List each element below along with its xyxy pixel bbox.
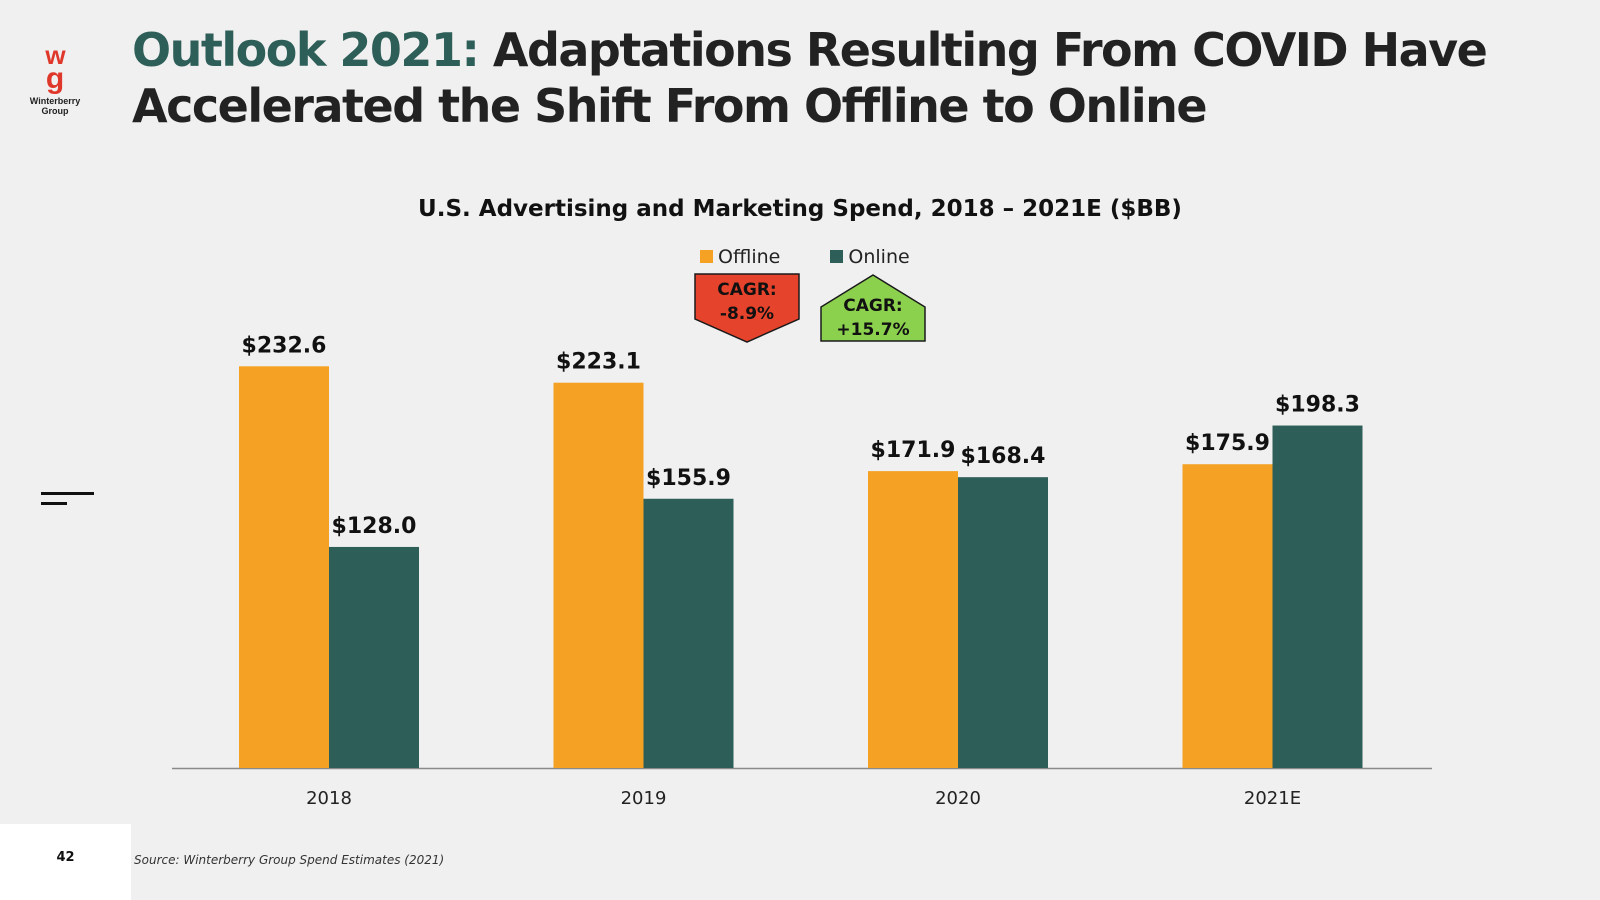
x-tick-label-2021e: 2021E	[1244, 788, 1301, 809]
page-title: Outlook 2021: Adaptations Resulting From…	[132, 22, 1572, 134]
source-note: Source: Winterberry Group Spend Estimate…	[134, 853, 445, 867]
data-label-online-2021e: $198.3	[1275, 393, 1360, 418]
cagr-badge-online-label: CAGR:	[843, 296, 902, 316]
bar-offline-2018	[239, 366, 329, 768]
page-number: 42	[56, 850, 75, 865]
bar-online-2020	[958, 477, 1048, 768]
x-tick-label-2018: 2018	[306, 788, 352, 809]
title-highlight: Outlook 2021:	[132, 23, 480, 77]
cagr-badge-online	[820, 274, 926, 342]
data-label-offline-2021e: $175.9	[1185, 431, 1270, 456]
page-number-box: 42	[0, 824, 131, 900]
legend-swatch-online	[830, 250, 844, 263]
bar-online-2021e	[1272, 425, 1363, 768]
legend-item-online: Online	[830, 246, 910, 268]
decorative-line	[41, 492, 94, 495]
chart-title: U.S. Advertising and Marketing Spend, 20…	[418, 196, 1182, 222]
bar-offline-2020	[868, 471, 958, 768]
company-logo: w g Winterberry Group	[24, 40, 86, 116]
legend-item-offline: Offline	[700, 246, 780, 268]
x-tick-label-2019: 2019	[621, 788, 667, 809]
legend-swatch-offline	[700, 250, 713, 263]
bar-online-2018	[329, 546, 419, 768]
cagr-badge-offline	[694, 273, 800, 343]
legend-label-offline: Offline	[718, 246, 781, 268]
bar-offline-2019	[553, 382, 644, 768]
x-tick-label-2020: 2020	[935, 788, 981, 809]
data-label-online-2020: $168.4	[961, 444, 1046, 469]
legend-label-online: Online	[848, 246, 910, 268]
logo-text-line2: Group	[41, 106, 69, 116]
data-label-offline-2020: $171.9	[871, 438, 956, 463]
logo-text-line1: Winterberry	[29, 96, 81, 106]
logo-mark-g: g	[45, 62, 65, 95]
cagr-badge-online-value: +15.7%	[836, 320, 909, 340]
decorative-line-short	[41, 502, 67, 505]
cagr-badge-offline-label: CAGR:	[717, 280, 776, 300]
bar-online-2019	[643, 498, 734, 768]
title-rest: Adaptations Resulting From COVID Have Ac…	[132, 23, 1488, 133]
cagr-badge-offline-value: -8.9%	[720, 304, 774, 324]
bar-offline-2021e	[1182, 464, 1273, 768]
data-label-offline-2019: $223.1	[556, 350, 641, 375]
data-label-offline-2018: $232.6	[242, 333, 327, 358]
logo-mark-w: w	[45, 40, 65, 70]
chart-legend: Offline Online	[700, 246, 954, 268]
data-label-online-2019: $155.9	[646, 466, 731, 491]
data-label-online-2018: $128.0	[332, 514, 417, 539]
